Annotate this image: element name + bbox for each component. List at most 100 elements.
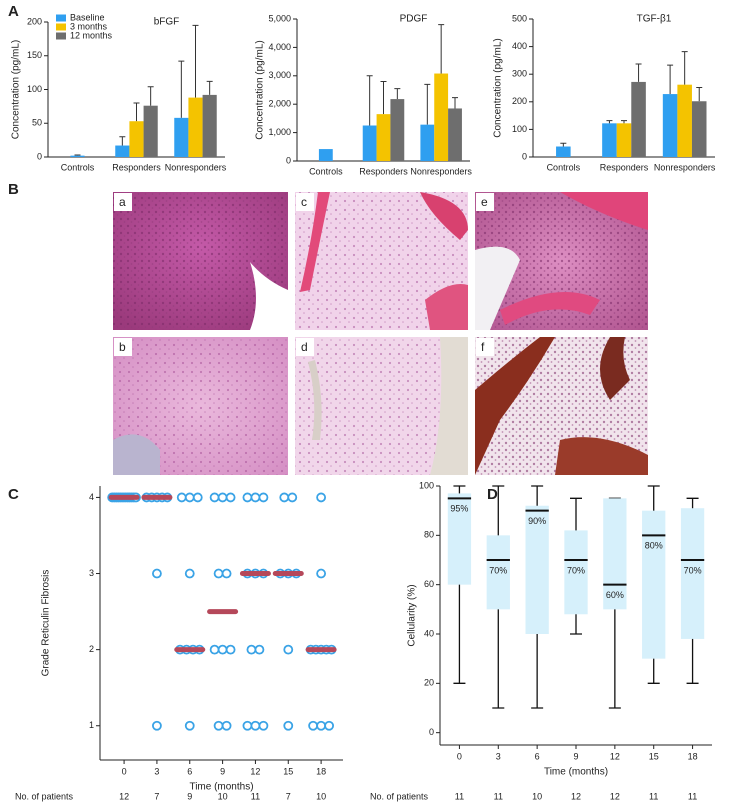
x-tick-label: Responders bbox=[359, 166, 408, 176]
image-label: e bbox=[481, 195, 488, 209]
data-point bbox=[242, 492, 253, 503]
data-point bbox=[225, 644, 236, 655]
data-point bbox=[176, 492, 187, 503]
patient-count: 11 bbox=[455, 791, 464, 801]
bar bbox=[556, 146, 571, 157]
x-tick-label: 15 bbox=[649, 751, 659, 761]
x-tick-label: 6 bbox=[187, 766, 192, 776]
bar bbox=[70, 155, 85, 157]
box bbox=[447, 493, 472, 585]
y-tick-label: 2 bbox=[89, 644, 94, 654]
y-tick-label: 500 bbox=[512, 13, 527, 23]
x-tick-label: 0 bbox=[122, 766, 127, 776]
median-label: 60% bbox=[606, 590, 624, 600]
y-tick-label: 20 bbox=[424, 678, 434, 688]
x-tick-label: 12 bbox=[250, 766, 260, 776]
data-point bbox=[209, 492, 220, 503]
error-bar bbox=[192, 24, 199, 98]
bar bbox=[390, 99, 405, 161]
data-point bbox=[283, 720, 294, 731]
error-bar bbox=[380, 80, 387, 115]
y-tick-label: 100 bbox=[419, 480, 434, 490]
image: c bbox=[295, 192, 468, 330]
bar bbox=[143, 105, 158, 157]
x-tick-label: 3 bbox=[154, 766, 159, 776]
box bbox=[680, 508, 705, 639]
bar bbox=[174, 117, 189, 157]
x-axis-label: Time (months) bbox=[544, 767, 608, 778]
patient-count: 12 bbox=[610, 791, 620, 801]
data-point bbox=[209, 644, 220, 655]
y-tick-label: 1,000 bbox=[268, 127, 291, 137]
y-tick-label: 5,000 bbox=[268, 13, 291, 23]
x-tick-label: Nonresponders bbox=[654, 162, 716, 172]
y-tick-label: 1 bbox=[89, 720, 94, 730]
y-tick-label: 60 bbox=[424, 579, 434, 589]
legend-label: Baseline bbox=[70, 12, 105, 22]
y-axis-label: Grade Reticulin Fibrosis bbox=[41, 570, 52, 677]
image: e bbox=[475, 192, 648, 330]
bar bbox=[602, 123, 617, 157]
legend-label: 12 months bbox=[70, 30, 113, 40]
data-point bbox=[316, 492, 327, 503]
data-point bbox=[221, 568, 232, 579]
y-tick-label: 3,000 bbox=[268, 70, 291, 80]
bar bbox=[691, 101, 707, 157]
data-point bbox=[242, 720, 253, 731]
median-label: 95% bbox=[450, 504, 468, 514]
data-point bbox=[250, 720, 261, 731]
patient-count: 9 bbox=[187, 791, 192, 801]
bar bbox=[362, 125, 377, 161]
image-label: f bbox=[481, 340, 485, 354]
y-tick-label: 4 bbox=[89, 492, 94, 502]
bar bbox=[188, 97, 203, 157]
data-point bbox=[283, 644, 294, 655]
x-tick-label: 9 bbox=[573, 751, 578, 761]
bar bbox=[434, 73, 449, 161]
y-tick-label: 400 bbox=[512, 41, 527, 51]
y-tick-label: 150 bbox=[27, 50, 42, 60]
y-tick-label: 200 bbox=[27, 16, 42, 26]
data-point bbox=[308, 720, 319, 731]
data-point bbox=[152, 568, 162, 579]
image: a bbox=[113, 192, 288, 330]
error-bar bbox=[635, 63, 642, 82]
chart-title: PDGF bbox=[400, 14, 428, 25]
y-tick-label: 40 bbox=[424, 628, 434, 638]
image-label: c bbox=[301, 195, 307, 209]
patient-count: 12 bbox=[119, 791, 129, 801]
median-label: 80% bbox=[645, 541, 663, 551]
bar bbox=[115, 145, 130, 157]
data-point bbox=[250, 492, 261, 503]
error-bar bbox=[74, 154, 81, 156]
y-tick-label: 0 bbox=[286, 155, 291, 165]
y-tick-label: 0 bbox=[522, 151, 527, 161]
box bbox=[603, 498, 627, 610]
image: b bbox=[113, 337, 288, 475]
error-bar bbox=[133, 102, 140, 122]
error-bar bbox=[681, 51, 688, 85]
error-bar bbox=[452, 97, 459, 109]
y-axis-label: Cellularity (%) bbox=[407, 584, 418, 646]
image-label: a bbox=[119, 195, 126, 209]
median-label: 70% bbox=[489, 565, 507, 575]
bar bbox=[616, 123, 632, 157]
error-bar bbox=[560, 142, 567, 147]
y-tick-label: 3 bbox=[89, 568, 94, 578]
bar bbox=[420, 124, 435, 161]
box bbox=[525, 505, 549, 634]
image: f bbox=[475, 337, 648, 475]
patient-count: 7 bbox=[154, 791, 159, 801]
error-bar bbox=[394, 88, 401, 100]
x-tick-label: 0 bbox=[457, 751, 462, 761]
x-tick-label: 18 bbox=[316, 766, 326, 776]
data-point bbox=[225, 492, 236, 503]
median-label: 90% bbox=[528, 516, 546, 526]
x-tick-label: Responders bbox=[600, 162, 649, 172]
y-tick-label: 200 bbox=[512, 96, 527, 106]
data-point bbox=[316, 568, 327, 579]
patient-count: 11 bbox=[688, 791, 697, 801]
y-tick-label: 4,000 bbox=[268, 42, 291, 52]
patient-count: 11 bbox=[251, 791, 260, 801]
